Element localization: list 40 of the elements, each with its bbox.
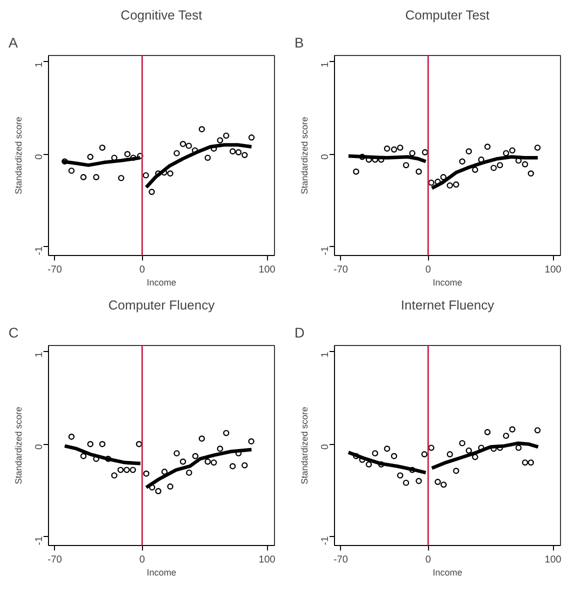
x-tick-label: 0 (425, 554, 432, 566)
y-tick-label: 1 (320, 62, 331, 68)
text: B (294, 34, 304, 50)
x-tick-label: 100 (258, 264, 276, 276)
y-axis-title: Standardized score (300, 116, 310, 194)
chart-title: Computer Fluency (108, 298, 216, 312)
x-axis-title: Income (432, 278, 462, 288)
y-axis-title: Standardized score (300, 406, 310, 484)
y-axis-title: Standardized score (14, 116, 24, 194)
y-tick-label: 0 (34, 444, 45, 450)
x-tick-label: 100 (544, 264, 562, 276)
x-tick-label: 100 (258, 554, 276, 566)
x-axis-title: Income (146, 568, 176, 578)
text: D (294, 324, 305, 340)
x-tick-label: -70 (334, 554, 348, 566)
x-tick-label: -70 (48, 554, 62, 566)
x-tick-label: 0 (139, 264, 146, 276)
y-tick-label: 1 (34, 352, 45, 358)
y-axis-title: Standardized score (14, 406, 24, 484)
y-tick-label: 1 (320, 352, 331, 358)
text: A (8, 34, 18, 50)
y-tick-label: -1 (320, 536, 331, 546)
chart-title: Computer Test (405, 8, 490, 22)
x-tick-label: 0 (139, 554, 146, 566)
y-tick-label: 0 (320, 154, 331, 160)
y-tick-label: -1 (34, 246, 45, 256)
y-tick-label: -1 (34, 536, 45, 546)
y-tick-label: 1 (34, 62, 45, 68)
x-axis-title: Income (432, 568, 462, 578)
y-tick-label: -1 (320, 246, 331, 256)
x-tick-label: 100 (544, 554, 562, 566)
chart-title: Cognitive Test (120, 8, 202, 22)
x-tick-label: 0 (425, 264, 432, 276)
text: C (8, 324, 19, 340)
x-tick-label: -70 (48, 264, 62, 276)
x-tick-label: -70 (334, 264, 348, 276)
x-axis-title: Income (146, 278, 176, 288)
y-tick-label: 0 (320, 444, 331, 450)
chart-title: Internet Fluency (400, 298, 495, 312)
y-tick-label: 0 (34, 154, 45, 160)
